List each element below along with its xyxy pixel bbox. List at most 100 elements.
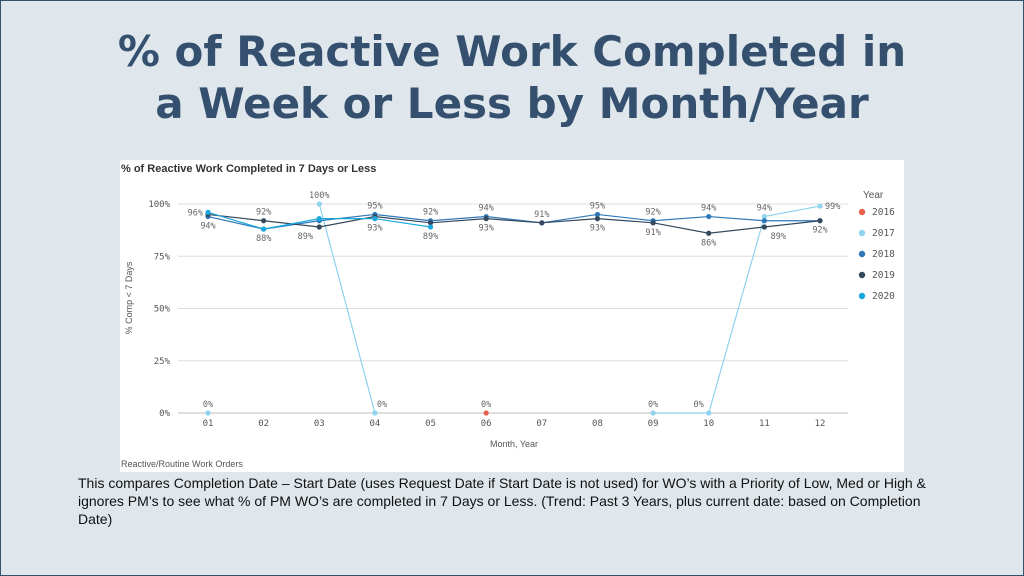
legend-label-2017: 2017 bbox=[872, 228, 895, 239]
point-2019-12 bbox=[817, 218, 823, 224]
x-tick-label-02: 02 bbox=[258, 419, 269, 429]
slide-title: % of Reactive Work Completed in a Week o… bbox=[40, 26, 984, 130]
chart-title: % of Reactive Work Completed in 7 Days o… bbox=[121, 163, 376, 175]
point-2017-09 bbox=[650, 410, 656, 416]
series-line-2018-0 bbox=[207, 213, 820, 230]
data-label-12-92: 92% bbox=[812, 226, 827, 236]
data-label-09-92: 92% bbox=[645, 208, 660, 218]
legend-label-2020: 2020 bbox=[872, 291, 895, 302]
x-tick-label-01: 01 bbox=[203, 419, 214, 429]
x-axis-ticks: 01 02 03 04 05 06 07 08 09 10 11 12 bbox=[203, 419, 826, 429]
data-label-05-89: 89% bbox=[423, 232, 438, 242]
x-tick-label-12: 12 bbox=[815, 419, 826, 429]
y-tick-label-75: 75% bbox=[154, 252, 171, 262]
data-label-02-92: 92% bbox=[256, 208, 271, 218]
point-2017-12 bbox=[817, 203, 823, 209]
data-label-06-0: 0% bbox=[481, 400, 491, 410]
x-tick-label-06: 06 bbox=[481, 419, 492, 429]
point-2020-04 bbox=[372, 216, 378, 222]
point-2019-10 bbox=[706, 230, 712, 236]
data-label-08-93: 93% bbox=[590, 224, 605, 234]
data-label-02-88: 88% bbox=[256, 234, 271, 244]
point-2019-06 bbox=[483, 216, 489, 222]
point-2017-11 bbox=[761, 213, 767, 220]
line-chart: % of Reactive Work Completed in 7 Days o… bbox=[121, 163, 895, 469]
data-label-09-0: 0% bbox=[648, 400, 658, 410]
point-2018-11 bbox=[761, 218, 767, 224]
legend-label-2019: 2019 bbox=[872, 270, 895, 281]
data-label-04-0: 0% bbox=[377, 400, 387, 410]
legend-marker-2017 bbox=[858, 229, 866, 237]
data-label-06-94: 94% bbox=[479, 204, 494, 214]
point-2017-10 bbox=[706, 410, 712, 416]
point-2017-03 bbox=[316, 201, 322, 207]
point-2019-05 bbox=[427, 220, 434, 226]
point-2018-08 bbox=[594, 211, 601, 218]
point-2020-01 bbox=[205, 209, 211, 215]
point-2019-08 bbox=[594, 216, 601, 222]
data-label-06-93: 93% bbox=[479, 224, 494, 234]
legend-marker-2020 bbox=[858, 292, 866, 300]
chart-card: % of Reactive Work Completed in 7 Days o… bbox=[120, 160, 904, 472]
point-2019-09 bbox=[650, 220, 656, 226]
x-tick-label-04: 04 bbox=[369, 419, 380, 429]
x-tick-label-11: 11 bbox=[759, 419, 770, 429]
x-tick-label-08: 08 bbox=[592, 419, 603, 429]
chart-footnote: Reactive/Routine Work Orders bbox=[121, 459, 243, 469]
slide-title-line-1: % of Reactive Work Completed in bbox=[117, 27, 907, 76]
legend-title: Year bbox=[863, 190, 884, 201]
point-2020-05 bbox=[427, 224, 434, 230]
data-label-01-0: 0% bbox=[203, 400, 213, 410]
point-2019-07 bbox=[539, 220, 545, 226]
point-2017-04 bbox=[372, 410, 378, 416]
legend-marker-2018 bbox=[858, 250, 866, 258]
legend-marker-2016 bbox=[858, 208, 866, 216]
data-label-11-94: 94% bbox=[757, 204, 772, 214]
slide-title-line-2: a Week or Less by Month/Year bbox=[155, 79, 869, 128]
series-points bbox=[205, 201, 823, 416]
data-label-04-95: 95% bbox=[367, 201, 382, 211]
x-tick-label-10: 10 bbox=[703, 419, 714, 429]
data-label-10-94: 94% bbox=[701, 204, 716, 214]
x-tick-label-05: 05 bbox=[425, 419, 436, 429]
data-label-04-93: 93% bbox=[367, 224, 382, 234]
data-label-12-99: 99% bbox=[825, 202, 840, 212]
x-tick-label-07: 07 bbox=[536, 419, 547, 429]
data-label-05-92: 92% bbox=[423, 208, 438, 218]
point-2019-03 bbox=[316, 224, 322, 230]
y-tick-label-100: 100% bbox=[148, 200, 170, 210]
point-2019-02 bbox=[261, 218, 267, 224]
point-2016-06 bbox=[483, 410, 489, 416]
series-line-2017-1 bbox=[318, 203, 376, 414]
legend: 2016 2017 2018 2019 2020 bbox=[858, 207, 895, 302]
data-label-03-100: 100% bbox=[309, 191, 329, 201]
legend-label-2016: 2016 bbox=[872, 207, 895, 218]
y-axis-label: % Comp < 7 Days bbox=[124, 261, 134, 334]
gridlines bbox=[178, 203, 848, 414]
data-label-03-89: 89% bbox=[298, 232, 313, 242]
legend-marker-2019 bbox=[858, 271, 866, 279]
data-label-09-91: 91% bbox=[645, 228, 660, 238]
series-line-2019-0 bbox=[207, 213, 821, 234]
series-lines bbox=[207, 203, 821, 414]
y-tick-label-50: 50% bbox=[154, 305, 171, 315]
x-tick-label-03: 03 bbox=[314, 419, 325, 429]
point-2018-10 bbox=[706, 213, 712, 220]
data-label-10-0: 0% bbox=[693, 400, 703, 410]
x-tick-label-09: 09 bbox=[648, 419, 659, 429]
data-label-08-95: 95% bbox=[590, 201, 605, 211]
data-label-10-86: 86% bbox=[701, 238, 716, 248]
data-labels: 96% 94% 0% 92% 88% 100% 89% 95% 93% 0% 92% 89% 94% 93… bbox=[188, 191, 841, 410]
y-axis-ticks: 0% 25% 50% 75% 100% bbox=[148, 200, 170, 419]
point-2019-11 bbox=[761, 224, 767, 230]
y-tick-label-25: 25% bbox=[154, 357, 171, 367]
data-label-01-96: 96% bbox=[188, 208, 203, 218]
chart-description: This compares Completion Date – Start Da… bbox=[78, 475, 926, 527]
point-2020-02 bbox=[261, 226, 267, 232]
y-tick-label-0: 0% bbox=[159, 409, 170, 419]
data-label-01-94: 94% bbox=[200, 222, 215, 232]
point-2017-01 bbox=[205, 410, 211, 416]
series-line-2017-2 bbox=[653, 205, 821, 414]
data-label-11-89: 89% bbox=[771, 232, 786, 242]
legend-label-2018: 2018 bbox=[872, 249, 895, 260]
